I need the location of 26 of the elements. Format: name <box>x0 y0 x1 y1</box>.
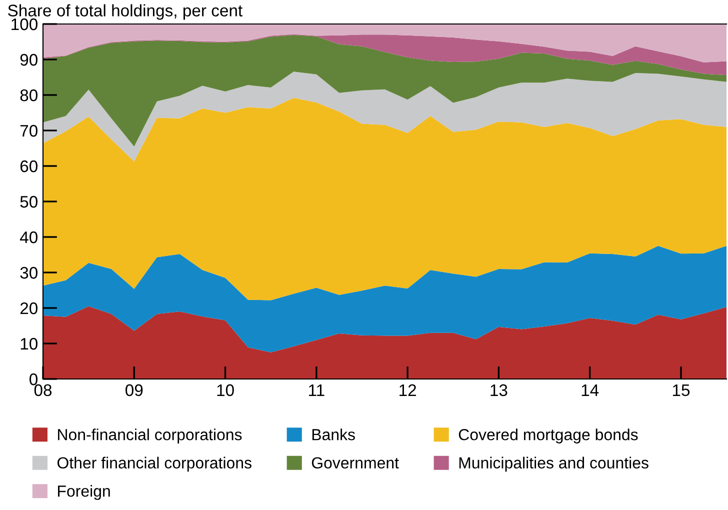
y-tick-label: 20 <box>20 302 38 314</box>
x-tick-label: 09 <box>126 384 143 396</box>
y-tick-label: 100 <box>12 18 38 30</box>
x-tick-label: 11 <box>309 384 324 396</box>
y-tick-label: 30 <box>20 266 38 279</box>
y-tick-label: 50 <box>20 196 38 208</box>
y-tick-label: 70 <box>20 124 38 137</box>
x-tick-label: 10 <box>217 384 234 396</box>
y-tick-label: 60 <box>20 160 38 172</box>
x-tick-label: 14 <box>582 384 599 396</box>
legend-label: Covered mortgage bonds <box>458 428 638 444</box>
x-tick-label: 12 <box>400 384 416 396</box>
x-tick-label: 15 <box>672 384 690 396</box>
legend-label: Other financial corporations <box>57 456 252 472</box>
y-tick-label: 90 <box>20 54 38 66</box>
y-tick-label: 0 <box>30 373 38 386</box>
x-tick-label: 13 <box>490 384 508 396</box>
y-tick-label: 80 <box>20 89 38 102</box>
legend-label: Municipalities and counties <box>459 456 648 472</box>
legend-label: Banks <box>312 428 355 440</box>
y-tick-label: 10 <box>20 338 38 350</box>
legend-label: Government <box>312 457 399 469</box>
y-tick-label: 40 <box>20 231 38 244</box>
legend-label: Foreign <box>58 485 110 500</box>
x-tick-label: 08 <box>34 384 52 396</box>
legend-label: Non-financial corporations <box>58 428 242 444</box>
